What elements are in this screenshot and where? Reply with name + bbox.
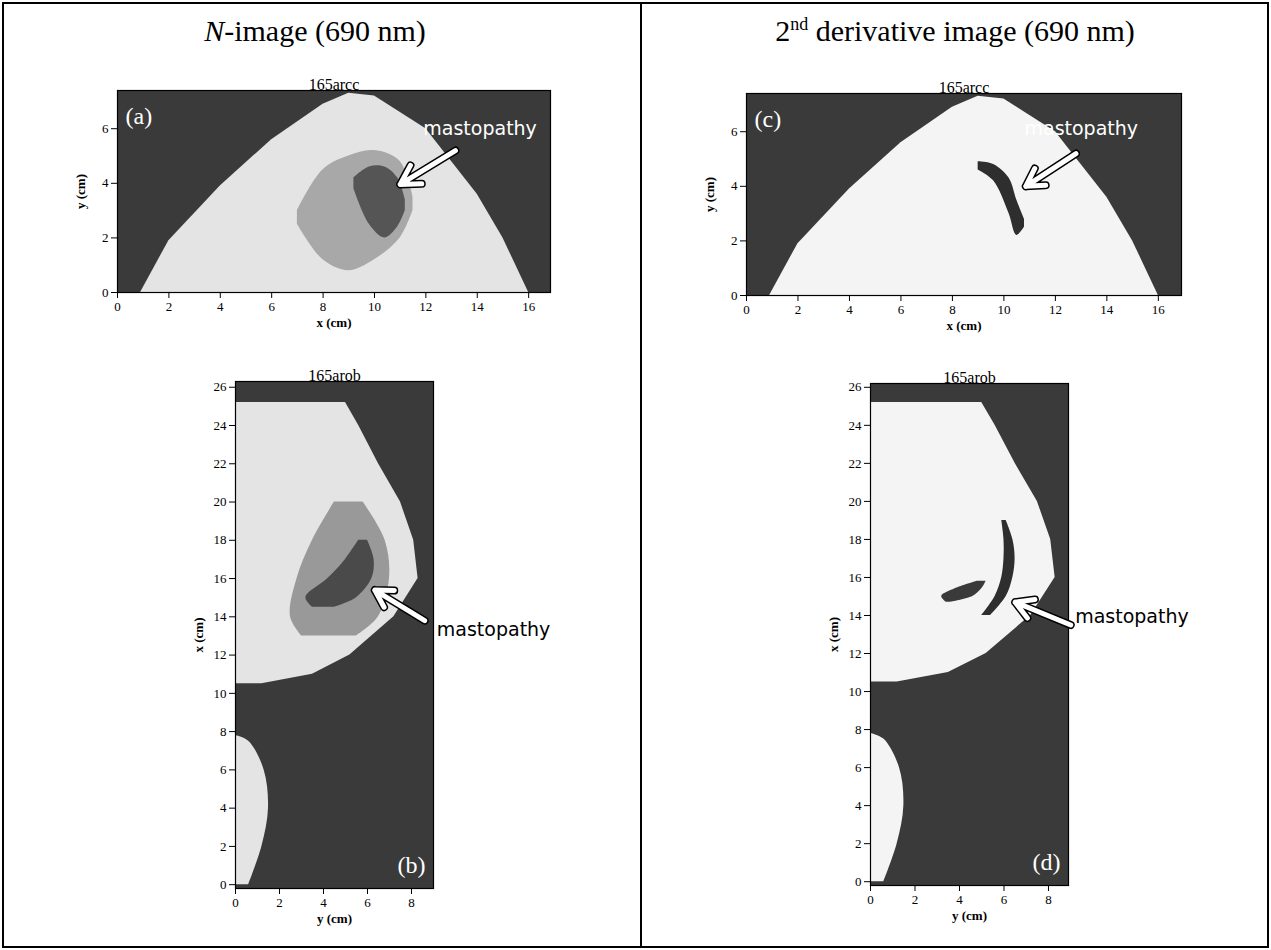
svg-text:16: 16 [522, 299, 536, 314]
svg-text:y (cm): y (cm) [73, 174, 88, 209]
svg-text:0: 0 [867, 892, 874, 907]
svg-text:2: 2 [276, 895, 283, 910]
svg-text:14: 14 [214, 609, 228, 624]
svg-text:10: 10 [849, 684, 862, 699]
svg-text:165arcc: 165arcc [939, 79, 990, 96]
svg-text:10: 10 [997, 302, 1010, 317]
html-text:N -image (690 nm): N -image (690 nm) [204, 14, 426, 47]
svg-text:22: 22 [849, 456, 862, 471]
svg-text:24: 24 [214, 418, 228, 433]
svg-text:14: 14 [1100, 302, 1114, 317]
svg-text:y (cm): y (cm) [702, 177, 717, 212]
svg-text:4: 4 [102, 175, 109, 190]
svg-text:mastopathy: mastopathy [1024, 117, 1138, 139]
svg-text:4: 4 [855, 798, 862, 813]
svg-text:16: 16 [214, 571, 228, 586]
svg-text:18: 18 [214, 532, 227, 547]
svg-text:6: 6 [731, 124, 738, 139]
svg-text:165arcc: 165arcc [309, 76, 360, 93]
svg-text:10: 10 [214, 686, 227, 701]
svg-text:mastopathy: mastopathy [1075, 605, 1189, 627]
svg-text:6: 6 [102, 121, 109, 136]
svg-text:x (cm): x (cm) [316, 315, 351, 330]
svg-text:12: 12 [849, 646, 862, 661]
svg-text:22: 22 [214, 456, 227, 471]
svg-text:mastopathy: mastopathy [437, 618, 551, 640]
svg-text:0: 0 [102, 285, 109, 300]
svg-text:2: 2 [912, 892, 919, 907]
svg-text:16: 16 [1152, 302, 1166, 317]
svg-text:20: 20 [849, 494, 862, 509]
svg-text:26: 26 [849, 379, 863, 394]
svg-text:4: 4 [731, 178, 738, 193]
svg-text:18: 18 [849, 532, 862, 547]
svg-text:4: 4 [217, 299, 224, 314]
svg-text:2: 2 [220, 839, 227, 854]
svg-text:2: 2 [731, 233, 738, 248]
svg-text:8: 8 [949, 302, 956, 317]
svg-text:14: 14 [471, 299, 485, 314]
svg-text:0: 0 [114, 299, 121, 314]
svg-text:0: 0 [855, 874, 862, 889]
svg-text:(a): (a) [126, 103, 153, 129]
svg-text:2: 2 [795, 302, 802, 317]
svg-text:2: 2 [855, 836, 862, 851]
svg-text:8: 8 [855, 722, 862, 737]
svg-text:4: 4 [846, 302, 853, 317]
svg-text:8: 8 [408, 895, 415, 910]
svg-text:6: 6 [268, 299, 275, 314]
svg-text:0: 0 [743, 302, 750, 317]
svg-text:y (cm): y (cm) [317, 911, 352, 926]
svg-text:8: 8 [220, 724, 227, 739]
svg-text:0: 0 [220, 877, 227, 892]
svg-text:(c): (c) [755, 106, 782, 132]
svg-text:16: 16 [849, 570, 863, 585]
svg-text:0: 0 [731, 288, 738, 303]
svg-text:20: 20 [214, 494, 227, 509]
svg-text:2: 2 [102, 230, 109, 245]
svg-text:y (cm): y (cm) [952, 908, 987, 923]
svg-text:165arob: 165arob [308, 367, 360, 384]
html-text:2ndderivative image (690 nm): 2ndderivative image (690 nm) [775, 14, 1135, 47]
svg-text:6: 6 [898, 302, 905, 317]
svg-text:4: 4 [220, 800, 227, 815]
svg-text:8: 8 [1045, 892, 1052, 907]
svg-text:26: 26 [214, 379, 228, 394]
svg-text:8: 8 [320, 299, 327, 314]
svg-text:12: 12 [1049, 302, 1062, 317]
svg-text:x (cm): x (cm) [946, 318, 981, 333]
svg-text:(d): (d) [1033, 849, 1061, 875]
svg-text:4: 4 [320, 895, 327, 910]
svg-text:14: 14 [849, 608, 863, 623]
svg-text:10: 10 [368, 299, 381, 314]
svg-text:0: 0 [232, 895, 239, 910]
svg-text:(b): (b) [398, 852, 426, 878]
svg-text:165arob: 165arob [943, 369, 995, 386]
svg-text:x (cm): x (cm) [191, 617, 206, 652]
svg-text:12: 12 [419, 299, 432, 314]
svg-text:6: 6 [1001, 892, 1008, 907]
svg-text:24: 24 [849, 417, 863, 432]
svg-text:mastopathy: mastopathy [423, 117, 537, 139]
svg-text:6: 6 [220, 762, 227, 777]
svg-text:12: 12 [214, 647, 227, 662]
svg-text:6: 6 [855, 760, 862, 775]
svg-text:6: 6 [364, 895, 371, 910]
svg-text:x (cm): x (cm) [826, 617, 841, 652]
svg-text:4: 4 [956, 892, 963, 907]
svg-text:2: 2 [166, 299, 173, 314]
